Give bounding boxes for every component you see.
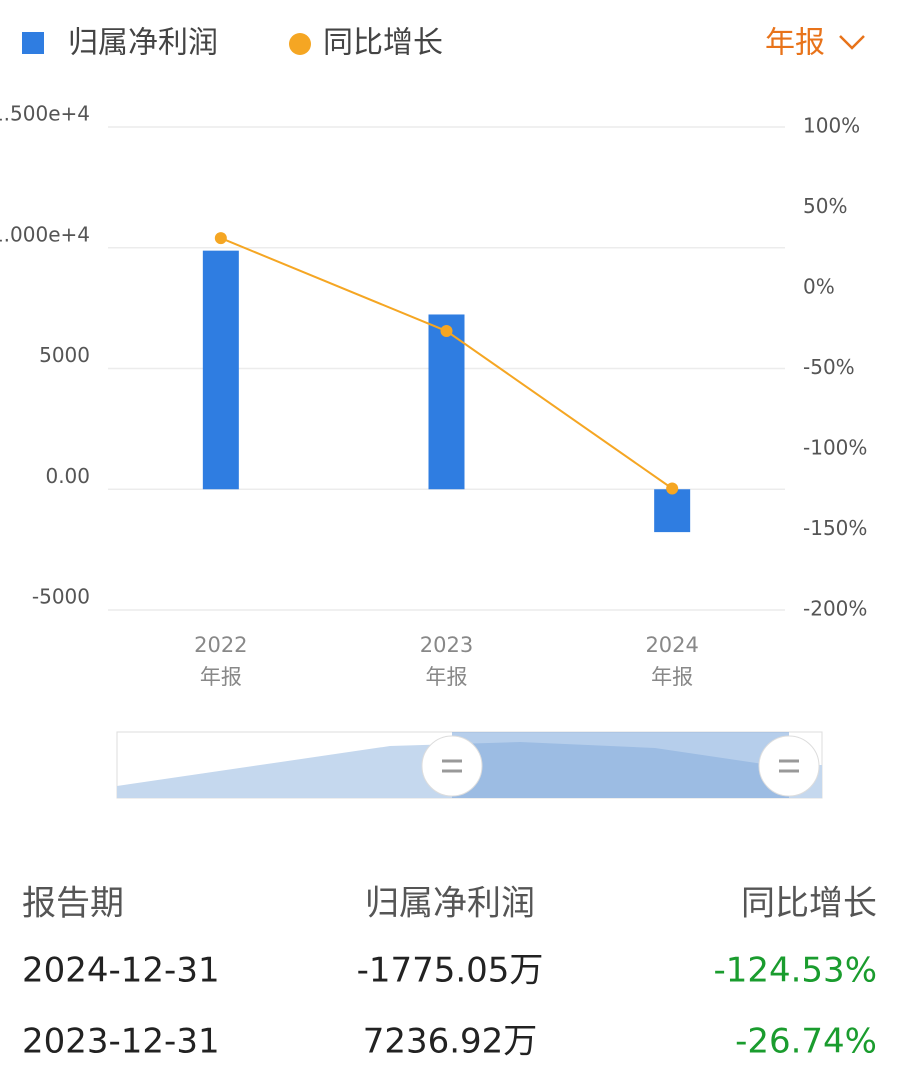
data-zoom[interactable] — [116, 731, 823, 799]
chevron[interactable] — [839, 35, 865, 50]
legend-swatch — [289, 33, 311, 55]
y-tick-label: 0.00 — [45, 464, 90, 488]
y2-tick-label: -100% — [803, 436, 867, 460]
zoom-selection[interactable] — [452, 732, 789, 798]
bar — [428, 314, 465, 490]
zoom-handle[interactable] — [421, 735, 483, 797]
handle-grip — [442, 759, 462, 773]
point — [440, 325, 453, 338]
handle-grip — [779, 759, 799, 773]
bar — [202, 250, 239, 490]
x-tick-label: 2023 — [420, 633, 473, 657]
x-tick-label: 2024 — [645, 633, 698, 657]
zoom-handle[interactable] — [758, 735, 820, 797]
table-cell: 2024-12-31 — [22, 951, 220, 991]
x-tick-label: 年报 — [426, 665, 468, 689]
y2-tick-label: -50% — [803, 355, 855, 379]
y2-tick-label: -150% — [803, 516, 867, 540]
legend-label: 同比增长 — [323, 26, 443, 61]
y2-tick-label: 50% — [803, 194, 847, 218]
point — [666, 482, 679, 495]
legend-label: 归属净利润 — [68, 26, 218, 61]
table-header: 报告期 — [22, 884, 124, 924]
x-tick-label: 年报 — [651, 665, 693, 689]
y-tick-label: 1.500e+4 — [0, 102, 90, 126]
table-cell: 7236.92万 — [363, 1022, 538, 1062]
bar — [654, 489, 691, 533]
table-header: 归属净利润 — [365, 884, 535, 924]
y2-tick-label: 0% — [803, 275, 835, 299]
table-cell: -26.74% — [735, 1022, 877, 1062]
period-label[interactable]: 年报 — [765, 26, 825, 61]
legend: 归属净利润 同比增长 — [22, 26, 443, 61]
y-tick-label: -5000 — [32, 585, 90, 609]
y-tick-label: 5000 — [39, 343, 90, 367]
y2-tick-label: 100% — [803, 114, 860, 138]
legend-swatch — [22, 32, 44, 54]
period-selector[interactable]: 年报 — [765, 26, 865, 61]
table-cell: 2023-12-31 — [22, 1022, 220, 1062]
table: 报告期 归属净利润 同比增长 2024-12-31 -1775.05万 -124… — [22, 884, 877, 1062]
x-tick-label: 2022 — [194, 633, 247, 657]
point — [214, 232, 227, 245]
table-cell: -124.53% — [713, 951, 877, 991]
table-header: 同比增长 — [741, 884, 877, 924]
x-tick-label: 年报 — [200, 665, 242, 689]
y2-tick-label: -200% — [803, 597, 867, 621]
y-tick-label: 1.000e+4 — [0, 222, 90, 246]
table-cell: -1775.05万 — [357, 951, 544, 991]
